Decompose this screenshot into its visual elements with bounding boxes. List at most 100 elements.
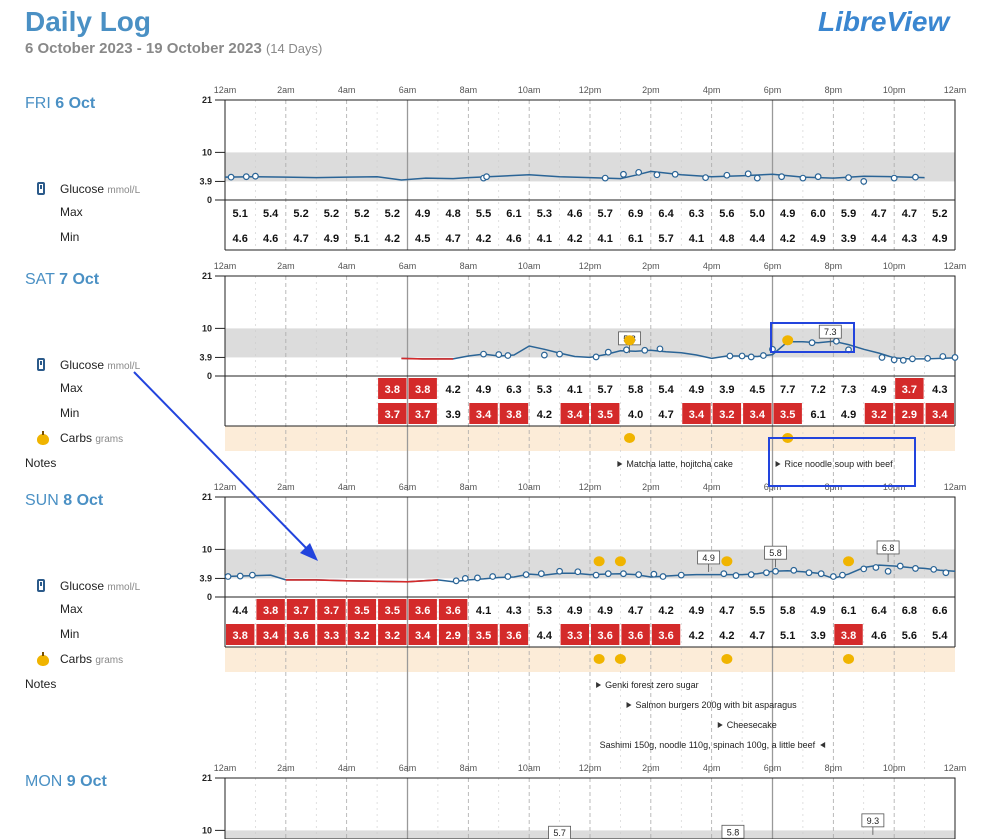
note-arrow-icon: [820, 742, 826, 748]
min-value: 3.3: [324, 630, 339, 642]
glucose-reading-point: [912, 173, 919, 181]
max-value: 5.2: [385, 208, 400, 220]
apple-icon: [624, 335, 636, 346]
y-tick-label: 3.9: [199, 352, 212, 362]
glucose-reading-point: [763, 569, 770, 577]
max-value: 4.8: [445, 208, 460, 220]
glucose-reading-point: [635, 168, 643, 176]
x-tick-label: 6am: [399, 85, 417, 95]
low-value-cell: [560, 403, 589, 424]
x-tick-label: 10am: [518, 261, 541, 271]
y-tick-label: 10: [202, 544, 212, 554]
x-tick-label: 12am: [214, 85, 237, 95]
day-label-sat: SAT 7 Oct: [25, 271, 100, 288]
x-tick-label: 4am: [338, 482, 356, 492]
glucose-reading-point: [909, 355, 916, 363]
glucose-reading-point: [738, 352, 746, 360]
glucose-reading-point: [872, 564, 880, 571]
note-text: Sashimi 150g, noodle 110g, spinach 100g,…: [600, 740, 816, 750]
min-value: 4.4: [537, 630, 553, 642]
x-tick-label: 12am: [944, 763, 967, 773]
glucose-reading-point: [592, 353, 600, 361]
glucose-reading-point: [790, 566, 798, 574]
glucose-reading-point: [899, 356, 907, 364]
glucose-reading-point: [732, 572, 740, 579]
max-value: 4.1: [567, 384, 582, 396]
y-tick-label: 0: [207, 371, 212, 381]
min-value: 5.4: [932, 630, 948, 642]
apple-icon: [614, 654, 626, 664]
glucose-reading-point: [252, 172, 259, 180]
max-value: 4.9: [780, 208, 795, 220]
plot-frame: [224, 496, 956, 598]
max-value: 5.2: [324, 208, 339, 220]
x-tick-label: 12pm: [579, 261, 602, 271]
glucose-reading-point: [832, 337, 840, 345]
glucose-reading-point: [799, 174, 807, 182]
x-tick-label: 8am: [460, 763, 478, 773]
glucose-reading-point: [814, 173, 822, 181]
max-value: 4.9: [415, 208, 430, 220]
glucose-reading-point: [592, 571, 600, 579]
x-tick-label: 12am: [214, 261, 237, 271]
low-value-cell: [560, 624, 589, 645]
glucose-reading-point: [890, 356, 898, 364]
low-value-cell: [378, 378, 407, 399]
min-value: 3.2: [385, 630, 400, 642]
glucose-reading-point: [726, 352, 734, 360]
glucose-reading-point: [845, 174, 852, 182]
max-value: 4.2: [445, 384, 460, 396]
max-label: Max: [60, 381, 83, 395]
glucose-low-segment: [401, 357, 454, 360]
max-value: 4.7: [628, 605, 643, 617]
glucose-reading-point: [924, 354, 932, 362]
day-chart-sat: 12am 2am 4am 6am 8am 10am 12pm 2pm 4pm 6pm 8pm 10pm…: [199, 261, 966, 491]
min-value: 3.4: [476, 409, 492, 421]
low-value-cell: [469, 624, 498, 645]
min-value: 4.2: [689, 630, 704, 642]
low-value-cell: [256, 599, 285, 620]
apple-icon: [782, 335, 794, 346]
low-value-cell: [743, 403, 772, 424]
glucose-reading-point: [489, 573, 497, 580]
glucose-reading-point: [878, 354, 886, 361]
low-value-cell: [378, 599, 407, 620]
day-date: 7 Oct: [59, 271, 100, 288]
glucose-reading-point: [772, 567, 779, 575]
x-tick-label: 2pm: [642, 763, 660, 773]
note-text: Genki forest zero sugar: [605, 680, 699, 690]
min-value: 3.8: [233, 630, 248, 642]
x-tick-label: 2am: [277, 482, 295, 492]
max-value: 4.9: [689, 605, 704, 617]
glucose-reading-point: [461, 575, 469, 582]
notes-label: Notes: [25, 456, 57, 470]
glucose-reading-point: [537, 570, 545, 578]
low-value-cell: [286, 599, 316, 620]
max-value: 3.5: [354, 605, 369, 617]
carbs-label: Carbs grams: [60, 652, 124, 666]
glucose-reading-point: [556, 350, 563, 358]
low-value-cell: [286, 624, 316, 645]
min-value: 3.2: [354, 630, 369, 642]
callout-box: [721, 824, 745, 839]
low-value-cell: [438, 624, 468, 645]
x-tick-label: 8am: [460, 261, 478, 271]
callout-value: 6.8: [882, 543, 895, 553]
min-value: 3.2: [719, 409, 734, 421]
max-value: 5.4: [658, 384, 674, 396]
x-tick-label: 10pm: [883, 85, 906, 95]
low-value-cell: [438, 599, 468, 620]
glucose-reading-point: [604, 348, 612, 356]
x-tick-label: 10am: [518, 763, 541, 773]
date-range-days: (14 Days): [265, 41, 323, 56]
max-value: 5.3: [537, 208, 552, 220]
glucose-reading-point: [805, 569, 813, 577]
max-label: Max: [60, 205, 83, 219]
day-chart-fri: 12am 2am 4am 6am 8am 10am 12pm 2pm 4pm 6pm 8pm 10pm…: [199, 85, 966, 251]
max-value: 5.2: [354, 208, 369, 220]
callout-box: [876, 540, 900, 555]
y-tick-label: 0: [207, 195, 212, 205]
max-value: 3.7: [293, 605, 308, 617]
glucose-label: Glucose mmol/L: [60, 358, 141, 372]
glucose-reading-point: [759, 352, 767, 359]
